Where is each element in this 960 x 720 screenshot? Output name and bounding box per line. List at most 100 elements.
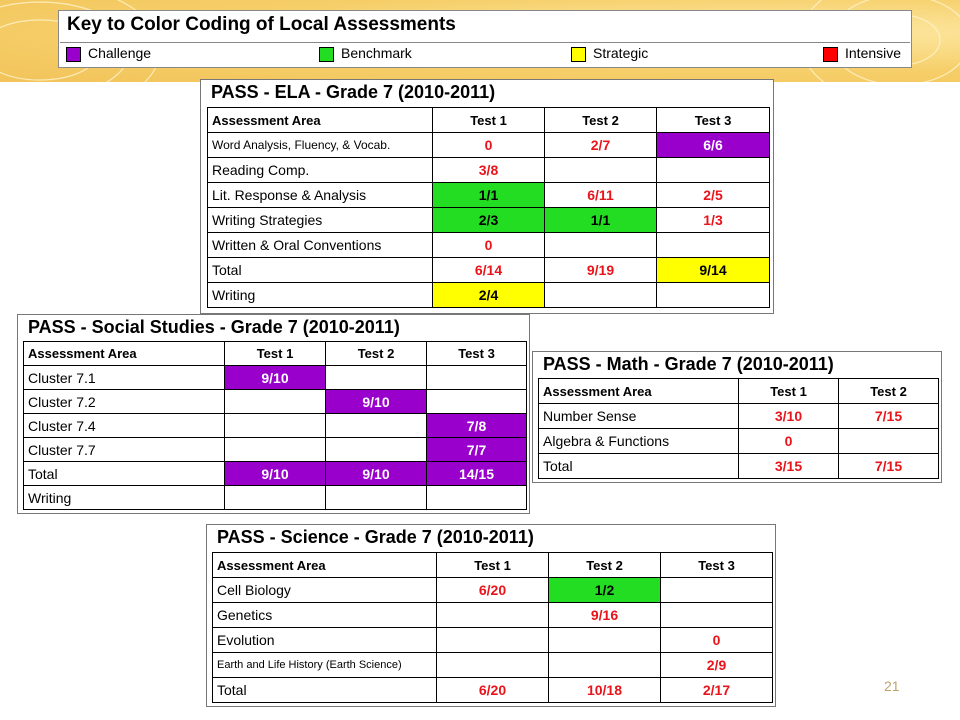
score-cell: 6/11 [544,182,657,208]
score-cell [436,627,549,653]
score-cell: 6/20 [436,677,549,703]
area-cell: Word Analysis, Fluency, & Vocab. [207,132,433,158]
score-cell [544,282,657,308]
score-cell [224,485,326,510]
score-cell: 1/3 [656,207,770,233]
social-studies-title: PASS - Social Studies - Grade 7 (2010-20… [28,317,400,337]
score-cell: 2/3 [432,207,545,233]
score-cell [325,437,427,462]
score-cell [656,157,770,183]
table-row: Number Sense 3/10 7/15 [538,403,939,429]
score-cell [436,652,549,678]
table-row: Lit. Response & Analysis 1/1 6/11 2/5 [207,182,770,208]
table-row: Cluster 7.1 9/10 [23,365,527,390]
area-cell: Total [538,453,739,479]
ela-title: PASS - ELA - Grade 7 (2010-2011) [211,82,496,102]
header-test-2: Test 2 [544,107,657,133]
area-cell: Genetics [212,602,437,628]
area-cell: Algebra & Functions [538,428,739,454]
score-cell: 7/15 [838,403,939,429]
social-studies-panel: PASS - Social Studies - Grade 7 (2010-20… [17,314,530,514]
score-cell: 3/15 [738,453,839,479]
score-cell: 7/8 [426,413,527,438]
table-row: Cluster 7.7 7/7 [23,437,527,462]
score-cell: 0 [432,132,545,158]
area-cell: Writing [207,282,433,308]
area-cell: Cluster 7.2 [23,389,225,414]
score-cell: 9/10 [224,461,326,486]
strategic-swatch [571,47,586,62]
color-key: Key to Color Coding of Local Assessments… [58,10,912,68]
score-cell: 6/6 [656,132,770,158]
area-cell: Cluster 7.1 [23,365,225,390]
score-cell [436,602,549,628]
table-row: Written & Oral Conventions 0 [207,232,770,258]
table-row: Earth and Life History (Earth Science) 2… [212,652,773,678]
ela-panel: PASS - ELA - Grade 7 (2010-2011) Assessm… [200,79,774,314]
table-header-row: Assessment Area Test 1 Test 2 Test 3 [207,107,770,133]
table-row: Reading Comp. 3/8 [207,157,770,183]
math-panel: PASS - Math - Grade 7 (2010-2011) Assess… [532,351,942,483]
score-cell: 10/18 [548,677,661,703]
math-title: PASS - Math - Grade 7 (2010-2011) [543,354,834,374]
header-assessment-area: Assessment Area [23,341,225,366]
score-cell: 3/8 [432,157,545,183]
score-cell [544,232,657,258]
table-row: Total 9/10 9/10 14/15 [23,461,527,486]
area-cell: Number Sense [538,403,739,429]
table-row: Total 6/20 10/18 2/17 [212,677,773,703]
challenge-label: Challenge [88,45,152,61]
header-test-2: Test 2 [325,341,427,366]
area-cell: Evolution [212,627,437,653]
score-cell [548,627,661,653]
score-cell: 0 [738,428,839,454]
header-test-3: Test 3 [426,341,527,366]
table-row: Algebra & Functions 0 [538,428,939,454]
score-cell [426,365,527,390]
science-table: Assessment Area Test 1 Test 2 Test 3 Cel… [212,552,773,703]
table-row: Word Analysis, Fluency, & Vocab. 0 2/7 6… [207,132,770,158]
strategic-label: Strategic [593,45,649,61]
area-cell: Cluster 7.4 [23,413,225,438]
score-cell: 0 [660,627,773,653]
intensive-swatch [823,47,838,62]
table-row: Total 3/15 7/15 [538,453,939,479]
table-row: Writing [23,485,527,510]
score-cell [838,428,939,454]
score-cell: 9/10 [325,461,427,486]
header-test-1: Test 1 [224,341,326,366]
score-cell: 7/15 [838,453,939,479]
score-cell: 6/20 [436,577,549,603]
header-assessment-area: Assessment Area [212,552,437,578]
area-cell: Cell Biology [212,577,437,603]
score-cell: 9/10 [325,389,427,414]
table-row: Genetics 9/16 [212,602,773,628]
intensive-label: Intensive [845,45,902,61]
score-cell: 1/2 [548,577,661,603]
score-cell: 14/15 [426,461,527,486]
table-row: Evolution 0 [212,627,773,653]
math-table: Assessment Area Test 1 Test 2 Number Sen… [538,378,939,479]
area-cell: Writing Strategies [207,207,433,233]
area-cell: Total [212,677,437,703]
area-cell: Total [23,461,225,486]
area-cell: Reading Comp. [207,157,433,183]
key-legend: Challenge Benchmark Strategic Intensive [60,42,910,67]
header-test-3: Test 3 [660,552,773,578]
area-cell: Earth and Life History (Earth Science) [212,652,437,678]
table-row: Total 6/14 9/19 9/14 [207,257,770,283]
table-row: Writing 2/4 [207,282,770,308]
table-row: Cluster 7.4 7/8 [23,413,527,438]
score-cell: 2/4 [432,282,545,308]
page-number: 21 [884,678,900,694]
score-cell: 1/1 [432,182,545,208]
score-cell [325,365,427,390]
area-cell: Cluster 7.7 [23,437,225,462]
score-cell [325,413,427,438]
area-cell: Writing [23,485,225,510]
score-cell [224,413,326,438]
benchmark-swatch [319,47,334,62]
table-row: Writing Strategies 2/3 1/1 1/3 [207,207,770,233]
score-cell: 2/9 [660,652,773,678]
header-test-2: Test 2 [548,552,661,578]
